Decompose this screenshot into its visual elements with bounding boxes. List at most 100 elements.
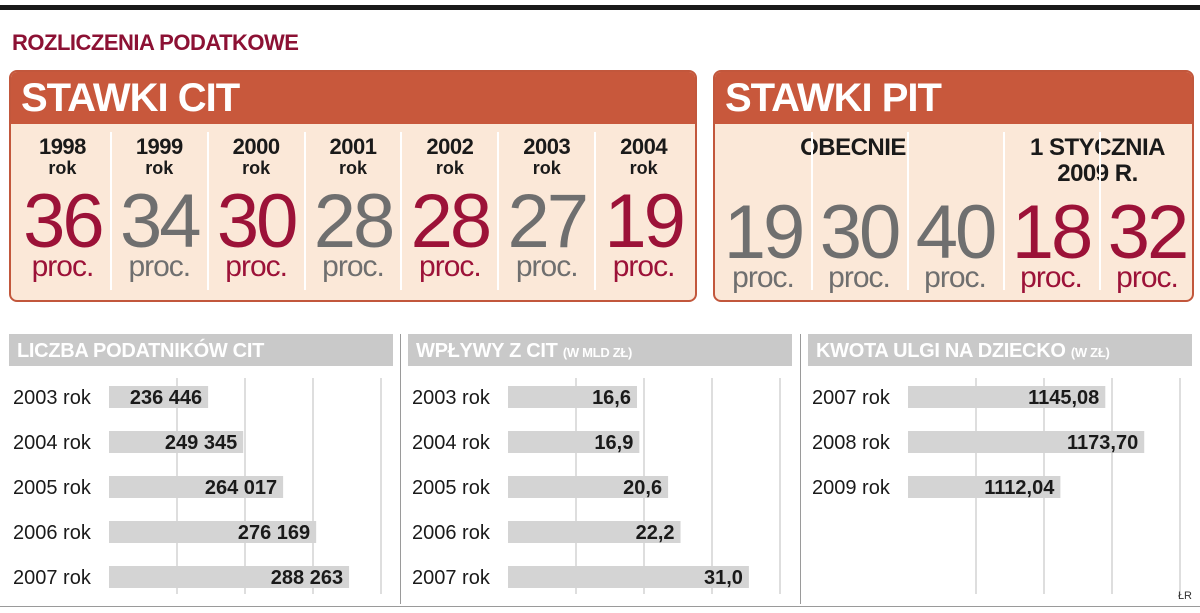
credit: ŁR (1177, 590, 1192, 602)
chart-title: KWOTA ULGI NA DZIECKO (W ZŁ) (808, 334, 1192, 366)
chart-title: WPŁYWY Z CIT (W MLD ZŁ) (408, 334, 792, 366)
category-label: 2007 rok (412, 567, 491, 589)
chart-title-text: KWOTA ULGI NA DZIECKO (816, 340, 1066, 362)
cit-unit: proc. (419, 250, 482, 283)
pit-current-label: OBECNIE (800, 134, 906, 161)
chart-unit-note: (W ZŁ) (1070, 345, 1110, 360)
cit-year: 2000 (232, 134, 280, 159)
pit-unit: proc. (1116, 261, 1179, 294)
category-label: 2007 rok (812, 387, 891, 409)
pit-current-col-1: 19 proc. (719, 190, 807, 294)
bar (508, 566, 749, 588)
pit-current-rate: 40 (915, 190, 998, 275)
cit-year-suffix: rok (435, 158, 464, 178)
cit-rate-columns: 1998 rok 36 proc. 1999 rok 34 proc. 2000 rok 30 pro… (15, 132, 691, 290)
bar (109, 521, 317, 543)
cit-rate: 28 (313, 179, 396, 264)
cit-year-suffix: rok (532, 158, 561, 178)
cit-rate: 34 (120, 179, 202, 264)
data-label: 288 263 (271, 567, 343, 589)
bar (508, 386, 638, 408)
pit-divider (1003, 132, 1005, 290)
data-label: 1173,70 (1067, 432, 1138, 454)
cit-rate-column: 1998 rok 36 proc. (15, 132, 110, 290)
cit-revenue-chart: WPŁYWY Z CIT (W MLD ZŁ) 2003 rok 16,6 2004… (408, 334, 792, 604)
chart-title-text: LICZBA PODATNIKÓW CIT (17, 340, 265, 362)
bar (109, 386, 209, 408)
cit-year-suffix: rok (629, 158, 658, 178)
data-label: 31,0 (704, 567, 743, 589)
data-label: 16,9 (594, 432, 633, 454)
category-label: 2004 rok (13, 432, 92, 454)
cit-year-suffix: rok (339, 158, 368, 178)
cit-rate-column: 2001 rok 28 proc. (303, 132, 401, 290)
cit-year: 1999 (135, 134, 183, 159)
category-label: 2008 rok (812, 432, 891, 454)
data-label: 264 017 (205, 477, 277, 499)
cit-year-suffix: rok (242, 158, 271, 178)
cit-rate-column: 2004 rok 19 proc. (594, 132, 691, 290)
cit-unit: proc. (31, 250, 95, 283)
cit-rate: 36 (23, 179, 105, 264)
pit-current-rate: 30 (819, 190, 902, 275)
category-label: 2009 rok (812, 477, 891, 499)
data-label: 16,6 (592, 387, 631, 409)
pit-unit: proc. (732, 261, 795, 294)
category-label: 2005 rok (13, 477, 92, 499)
category-label: 2006 rok (13, 522, 92, 544)
pit-current-col-3: 40 proc. (911, 190, 999, 294)
cit-rates-panel: STAWKI CIT 1998 rok 36 proc. 1999 rok 34 proc. 2… (9, 70, 697, 302)
pit-divider (811, 132, 813, 290)
pit-current-col-2: 30 proc. (815, 190, 903, 294)
pit-future-rate: 18 (1011, 190, 1094, 275)
pit-future-col-1: 18 proc. (1007, 190, 1095, 293)
cit-year: 2001 (329, 134, 377, 159)
cit-year: 2002 (426, 134, 474, 159)
cit-rate-column: 1999 rok 34 proc. (109, 132, 207, 290)
chart-title: LICZBA PODATNIKÓW CIT (9, 334, 393, 366)
data-label: 276 169 (238, 522, 310, 544)
bar (908, 431, 1145, 453)
category-label: 2007 rok (13, 567, 92, 589)
top-rule (0, 5, 1200, 10)
cit-year-suffix: rok (145, 158, 174, 178)
pit-future-rate: 32 (1107, 190, 1190, 275)
cit-rate-column: 2000 rok 30 proc. (206, 132, 304, 290)
pit-future-col-2: 32 proc. (1103, 190, 1191, 294)
bar (908, 386, 1106, 408)
data-label: 236 446 (130, 387, 202, 409)
cit-unit: proc. (322, 250, 385, 283)
data-label: 1112,04 (984, 477, 1055, 499)
chart-title-text: WPŁYWY Z CIT (416, 340, 558, 362)
cit-unit: proc. (225, 250, 288, 283)
bar (109, 566, 350, 588)
bar (109, 431, 244, 453)
chart-divider (800, 334, 801, 604)
bar (508, 521, 681, 543)
pit-unit: proc. (924, 261, 987, 294)
cit-year-suffix: rok (48, 158, 77, 178)
data-label: 249 345 (165, 432, 237, 454)
cit-panel-title: STAWKI CIT (11, 72, 695, 124)
pit-panel-title: STAWKI PIT (715, 72, 1192, 124)
pit-current-rate: 19 (723, 190, 806, 275)
bar (508, 476, 669, 498)
bar-chart-svg: 2007 rok 1145,08 2008 rok 1173,70 2009 rok 11… (812, 378, 1181, 594)
pit-unit: proc. (828, 261, 891, 294)
bar-chart-svg: 2003 rok 236 446 2004 rok 249 345 2005 rok 26… (13, 378, 382, 594)
data-label: 20,6 (623, 477, 662, 499)
cit-unit: proc. (612, 250, 676, 283)
category-label: 2005 rok (412, 477, 491, 499)
category-label: 2006 rok (412, 522, 491, 544)
bar (508, 431, 640, 453)
category-label: 2003 rok (13, 387, 92, 409)
bar (908, 476, 1061, 498)
pit-divider (907, 132, 909, 290)
cit-unit: proc. (515, 250, 579, 283)
chart-unit-note: (W MLD ZŁ) (562, 345, 633, 360)
pit-rates-panel: STAWKI PIT OBECNIE 1 STYCZNIA 2009 R. 19… (713, 70, 1194, 302)
cit-year: 1998 (38, 134, 86, 159)
cit-year: 2004 (620, 134, 668, 159)
bar (109, 476, 284, 498)
cit-rate-column: 2003 rok 27 proc. (497, 132, 594, 290)
